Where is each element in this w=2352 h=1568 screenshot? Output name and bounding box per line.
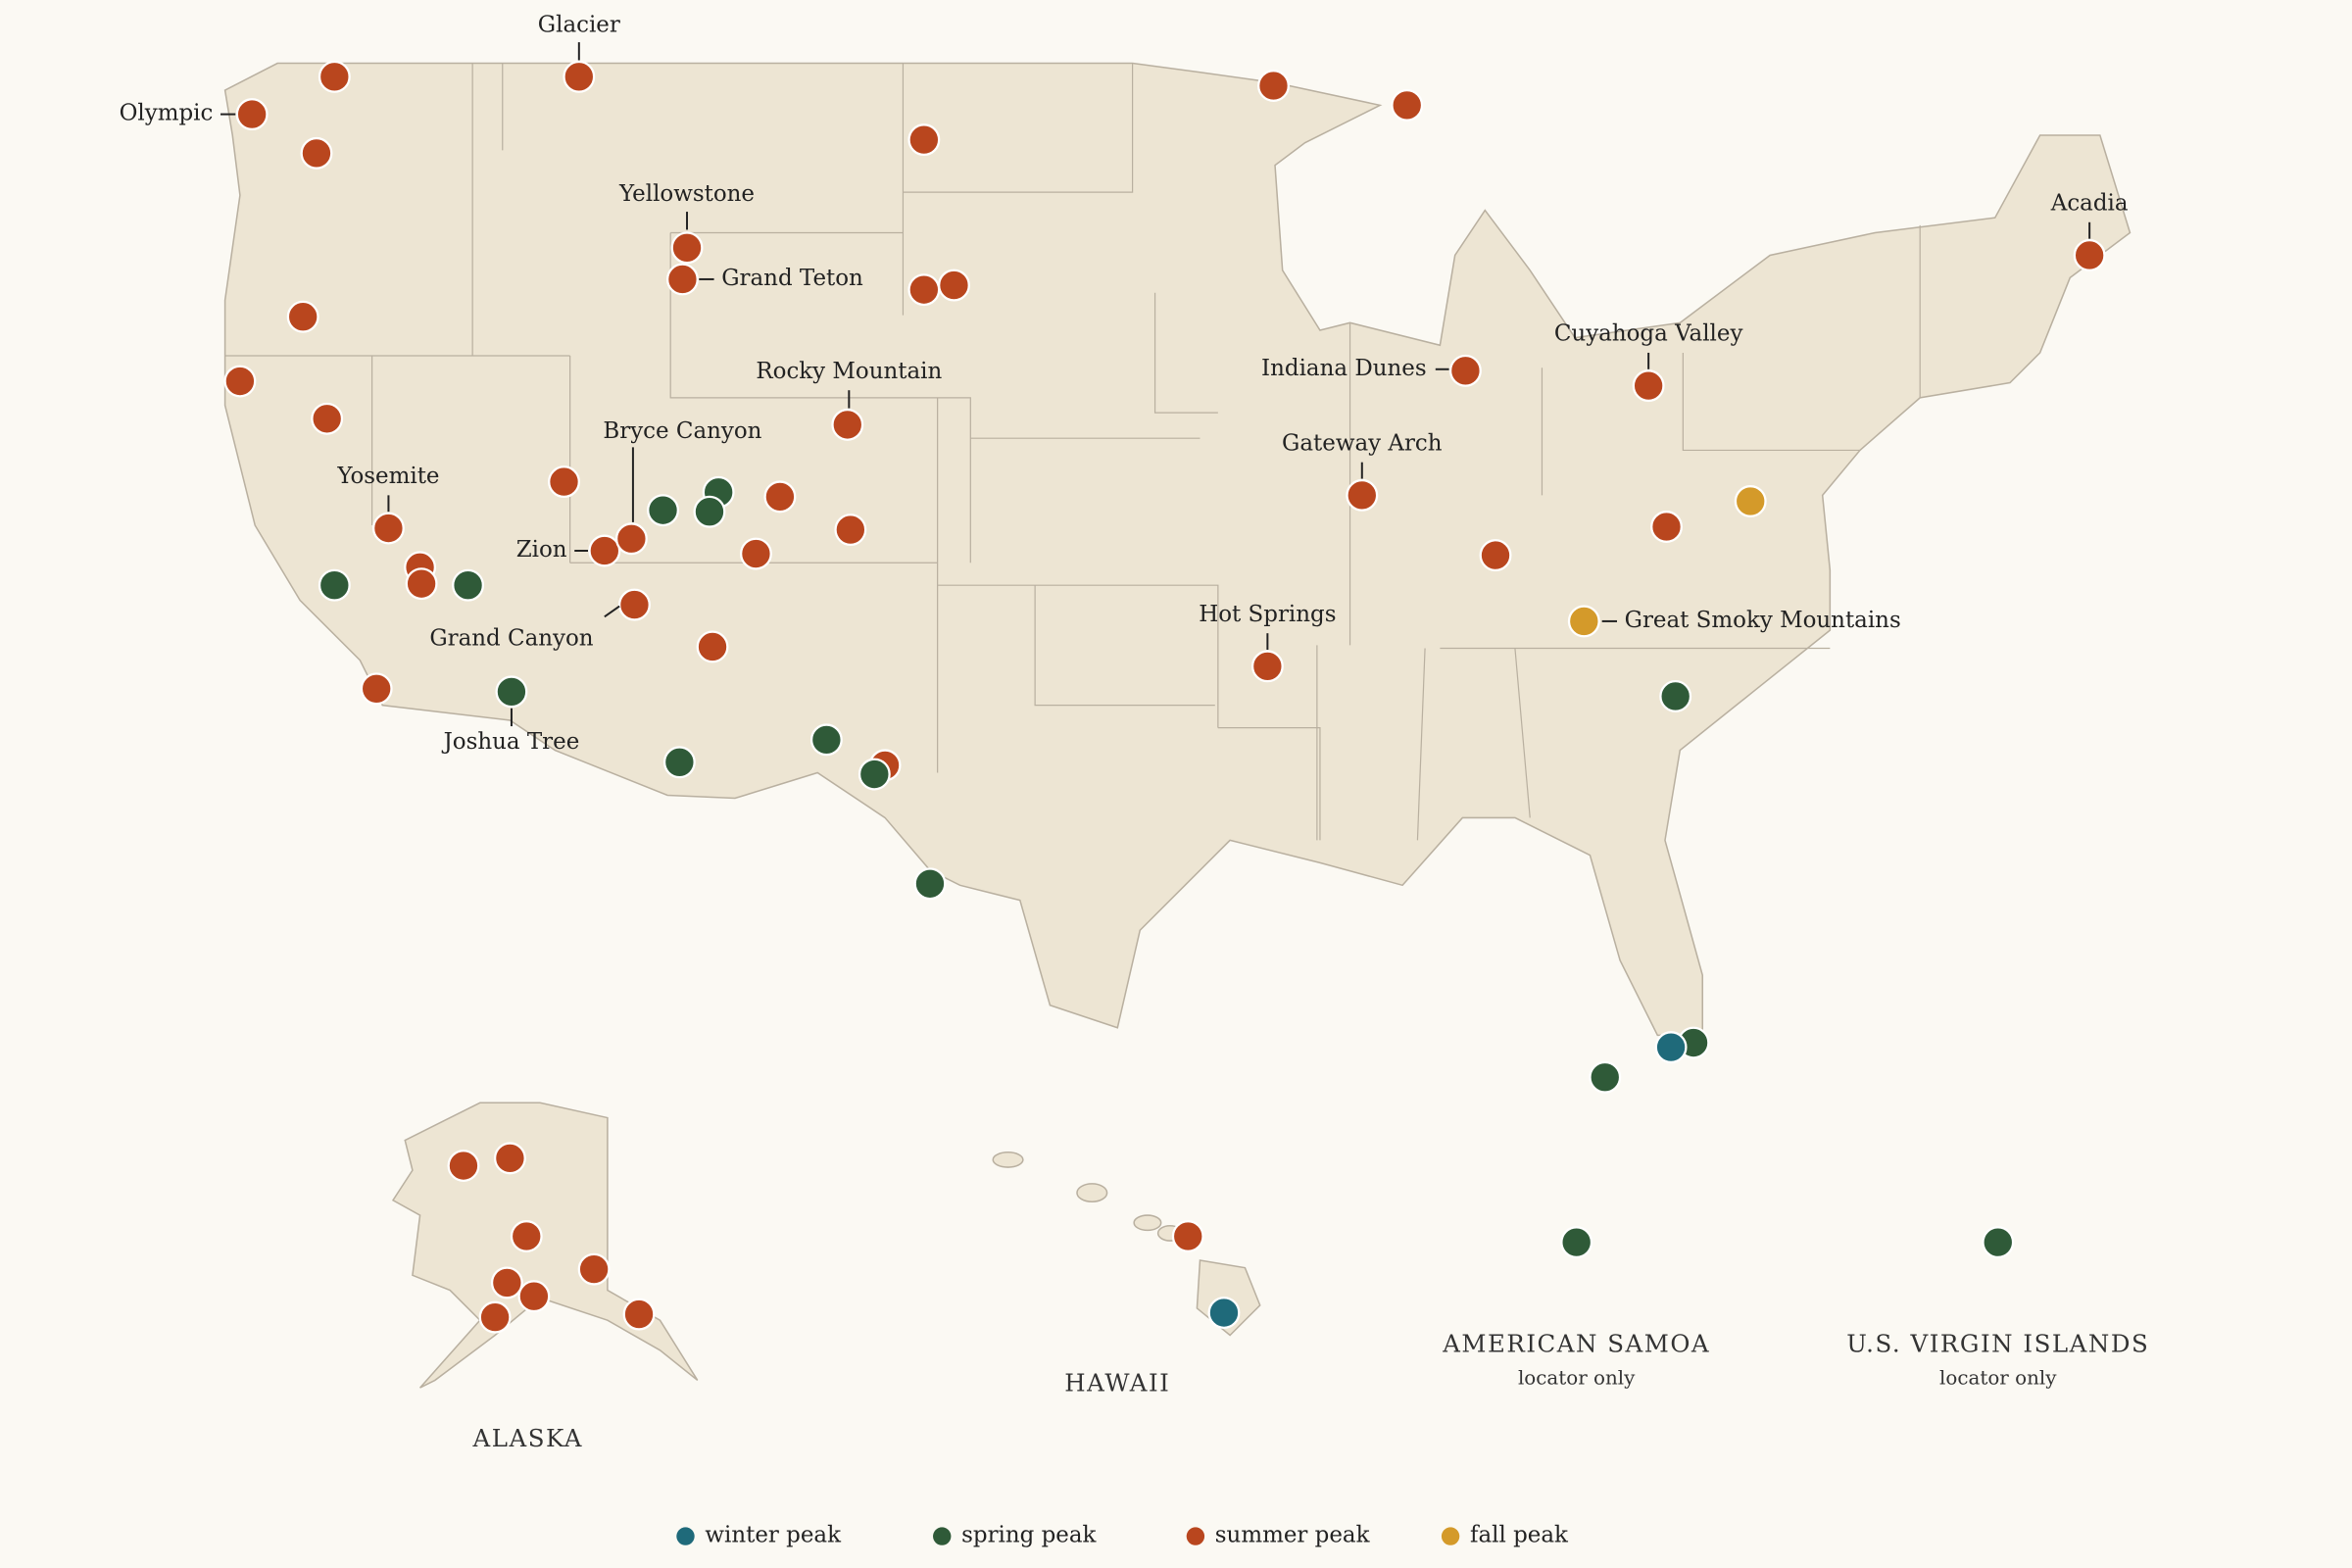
park-dot (563, 60, 596, 93)
park-dot (665, 263, 699, 296)
park-dot (1391, 88, 1424, 122)
legend-item: summer peak (1186, 1523, 1371, 1548)
park-dot (2073, 239, 2106, 271)
park-label: Grand Canyon (429, 625, 593, 651)
park-dot (1654, 1031, 1688, 1064)
park-dot (588, 534, 621, 567)
legend-item: spring peak (933, 1523, 1098, 1548)
park-dot (452, 568, 485, 602)
park-dot (1982, 1226, 2015, 1259)
park-dot (1659, 680, 1692, 712)
park-dot (622, 1298, 656, 1331)
legend-label: summer peak (1215, 1523, 1371, 1548)
park-dot (617, 588, 651, 621)
park-dot (1589, 1060, 1622, 1094)
leader-line (604, 605, 620, 618)
park-dot (1567, 605, 1600, 638)
park-dot (739, 537, 772, 570)
park-label: Yosemite (336, 464, 439, 489)
legend-label: spring peak (961, 1523, 1097, 1548)
park-dot (548, 466, 580, 499)
park-label: Yellowstone (618, 181, 755, 207)
park-label: Hot Springs (1199, 602, 1336, 627)
contiguous-us (223, 62, 2132, 1037)
park-label: Gateway Arch (1282, 430, 1443, 456)
park-dot (907, 123, 941, 157)
legend-swatch (1441, 1527, 1460, 1545)
park-dot (286, 300, 319, 333)
park-dot (300, 136, 333, 170)
park-dot (831, 408, 864, 441)
park-dot (913, 867, 947, 901)
park-dot (235, 98, 269, 131)
park-dot (1734, 485, 1767, 517)
park-label: Cuyahoga Valley (1554, 321, 1743, 347)
park-label: Acadia (2050, 190, 2129, 216)
park-dot (493, 1142, 526, 1175)
park-dot (834, 514, 867, 547)
park-dot (1257, 70, 1290, 102)
park-dot (517, 1280, 551, 1313)
park-dot (478, 1300, 512, 1334)
legend-swatch (1186, 1527, 1205, 1545)
park-dot (1250, 650, 1284, 683)
region-note: locator only (1518, 1366, 1636, 1389)
park-dot (670, 231, 704, 265)
park-dot (318, 568, 351, 602)
park-dot (763, 480, 797, 514)
park-dot (1632, 369, 1665, 403)
park-label: Indiana Dunes (1261, 356, 1427, 381)
park-dot (360, 672, 393, 706)
legend-swatch (933, 1527, 952, 1545)
park-dot (371, 512, 405, 545)
legend-label: winter peak (705, 1523, 842, 1548)
park-label: Bryce Canyon (603, 418, 761, 444)
region-label: HAWAII (1064, 1369, 1170, 1397)
park-dot (907, 273, 941, 307)
legend-label: fall peak (1470, 1523, 1569, 1548)
park-dot (647, 494, 679, 527)
region-label: ALASKA (472, 1424, 583, 1452)
park-dot (858, 758, 891, 791)
park-dot (938, 269, 970, 302)
park-dot (693, 495, 726, 528)
park-dot (490, 1266, 523, 1299)
park-label: Grand Teton (721, 266, 863, 291)
park-dot (223, 365, 257, 398)
park-dot (495, 675, 528, 709)
park-dot (510, 1220, 543, 1252)
park-dot (447, 1150, 480, 1182)
park-dot (318, 60, 351, 93)
legend-swatch (676, 1527, 695, 1545)
legend-item: winter peak (676, 1523, 842, 1548)
park-dot (1650, 511, 1683, 543)
park-label: Glacier (538, 12, 620, 37)
region-label: AMERICAN SAMOA (1442, 1330, 1710, 1358)
park-dot (1346, 478, 1379, 512)
park-dot (311, 402, 344, 435)
park-dot (1171, 1220, 1204, 1252)
park-dot (614, 522, 648, 556)
park-label: Great Smoky Mountains (1625, 608, 1901, 633)
park-dot (1560, 1226, 1593, 1259)
park-dot (405, 567, 438, 601)
park-dot (809, 723, 843, 757)
legend-item: fall peak (1441, 1523, 1569, 1548)
park-label: Rocky Mountain (756, 359, 942, 384)
region-label: U.S. VIRGIN ISLANDS (1846, 1330, 2149, 1358)
park-dot (1479, 539, 1512, 572)
park-dot (1207, 1297, 1241, 1329)
park-dot (1448, 354, 1482, 387)
park-dot (696, 630, 729, 663)
park-label: Joshua Tree (442, 729, 580, 755)
park-label: Zion (516, 537, 567, 563)
park-dot (577, 1252, 611, 1286)
park-dot (662, 746, 696, 779)
region-note: locator only (1939, 1366, 2057, 1389)
state-borders (224, 63, 1921, 841)
park-label: Olympic (120, 101, 214, 126)
